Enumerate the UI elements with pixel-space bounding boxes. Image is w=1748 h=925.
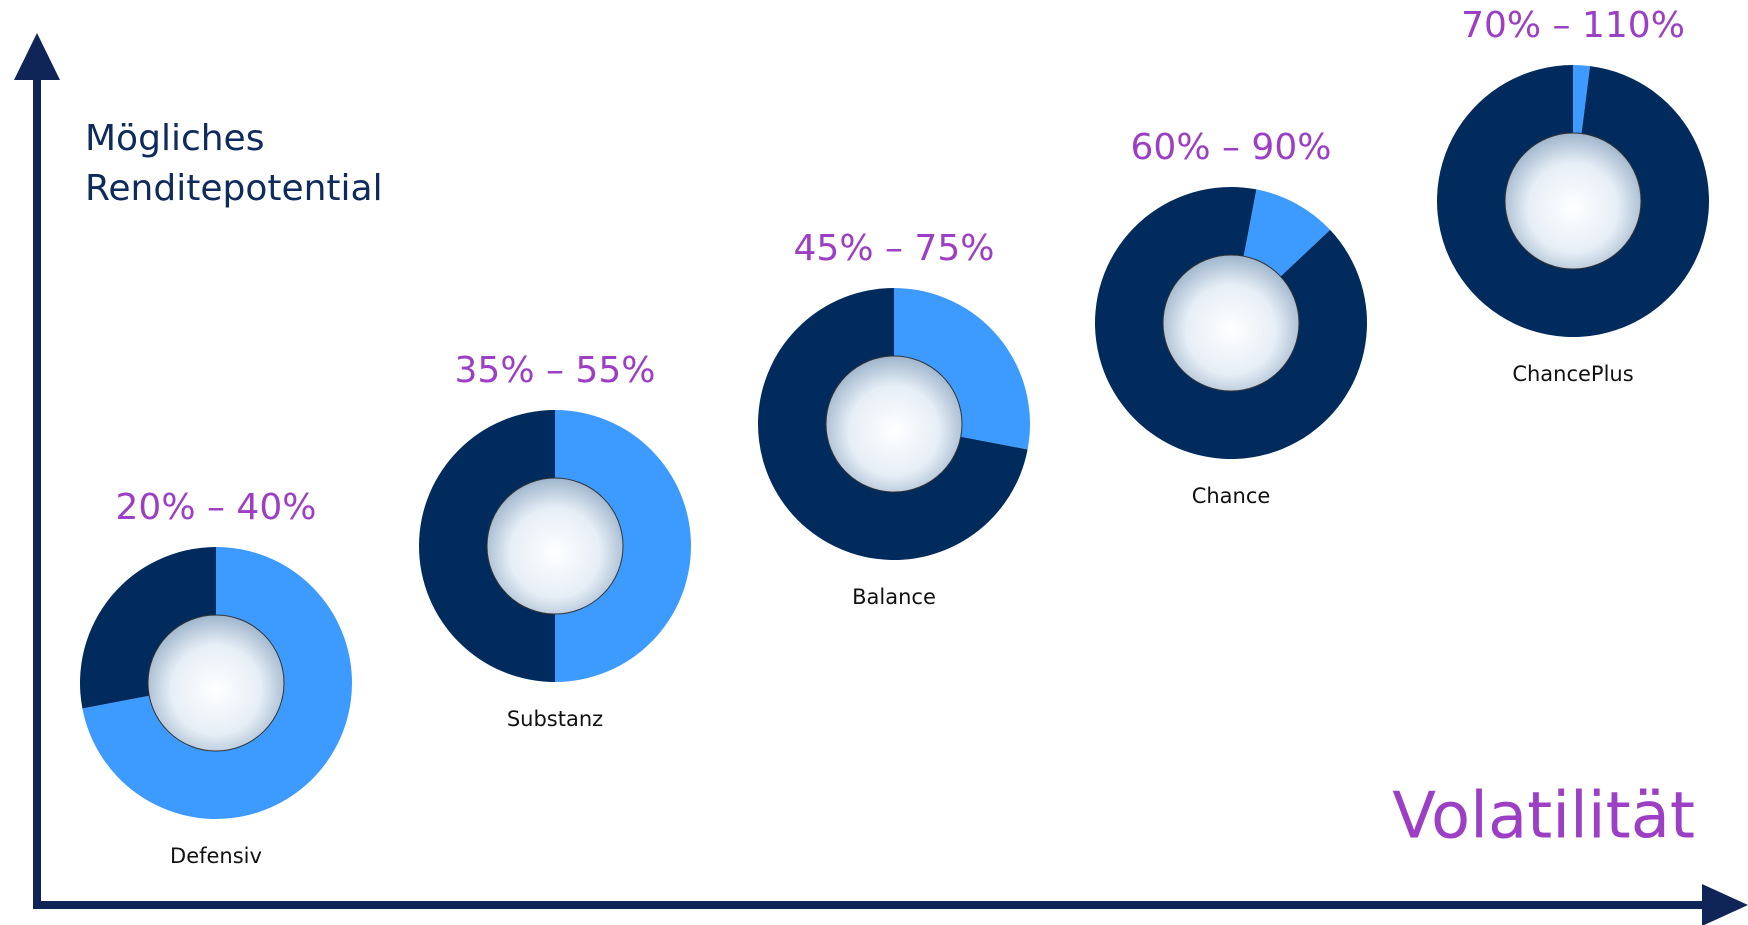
donut-slice bbox=[758, 288, 1028, 560]
donut-slice bbox=[79, 547, 216, 709]
donut-slice bbox=[82, 547, 353, 819]
donut-center bbox=[825, 355, 963, 493]
range-label: 70% – 110% bbox=[1461, 5, 1685, 46]
x-axis-label: Volatilität bbox=[1392, 780, 1695, 854]
donut-center bbox=[1504, 132, 1642, 270]
donut-slice bbox=[1573, 65, 1591, 134]
donut-slice bbox=[1243, 189, 1331, 277]
donut-slice bbox=[894, 288, 1030, 450]
x-axis-arrow bbox=[1702, 884, 1748, 925]
range-label: 20% – 40% bbox=[116, 487, 317, 528]
y-axis-arrow bbox=[14, 33, 60, 80]
donut-center bbox=[147, 614, 285, 752]
donut-slice bbox=[1094, 187, 1367, 459]
range-label: 35% – 55% bbox=[455, 350, 656, 391]
donut-center bbox=[1162, 254, 1300, 392]
y-axis-label: Renditepotential bbox=[85, 168, 383, 209]
range-label: 60% – 90% bbox=[1131, 127, 1332, 168]
category-label: Substanz bbox=[507, 707, 603, 731]
range-label: 45% – 75% bbox=[794, 228, 995, 269]
y-axis-label: Mögliches bbox=[85, 118, 264, 159]
category-label: Chance bbox=[1192, 484, 1271, 508]
category-label: Defensiv bbox=[170, 844, 262, 868]
donut-slice bbox=[1231, 187, 1257, 257]
donut-slice bbox=[1437, 65, 1709, 337]
donut-center bbox=[486, 477, 624, 615]
category-label: ChancePlus bbox=[1512, 362, 1633, 386]
category-label: Balance bbox=[852, 585, 936, 609]
